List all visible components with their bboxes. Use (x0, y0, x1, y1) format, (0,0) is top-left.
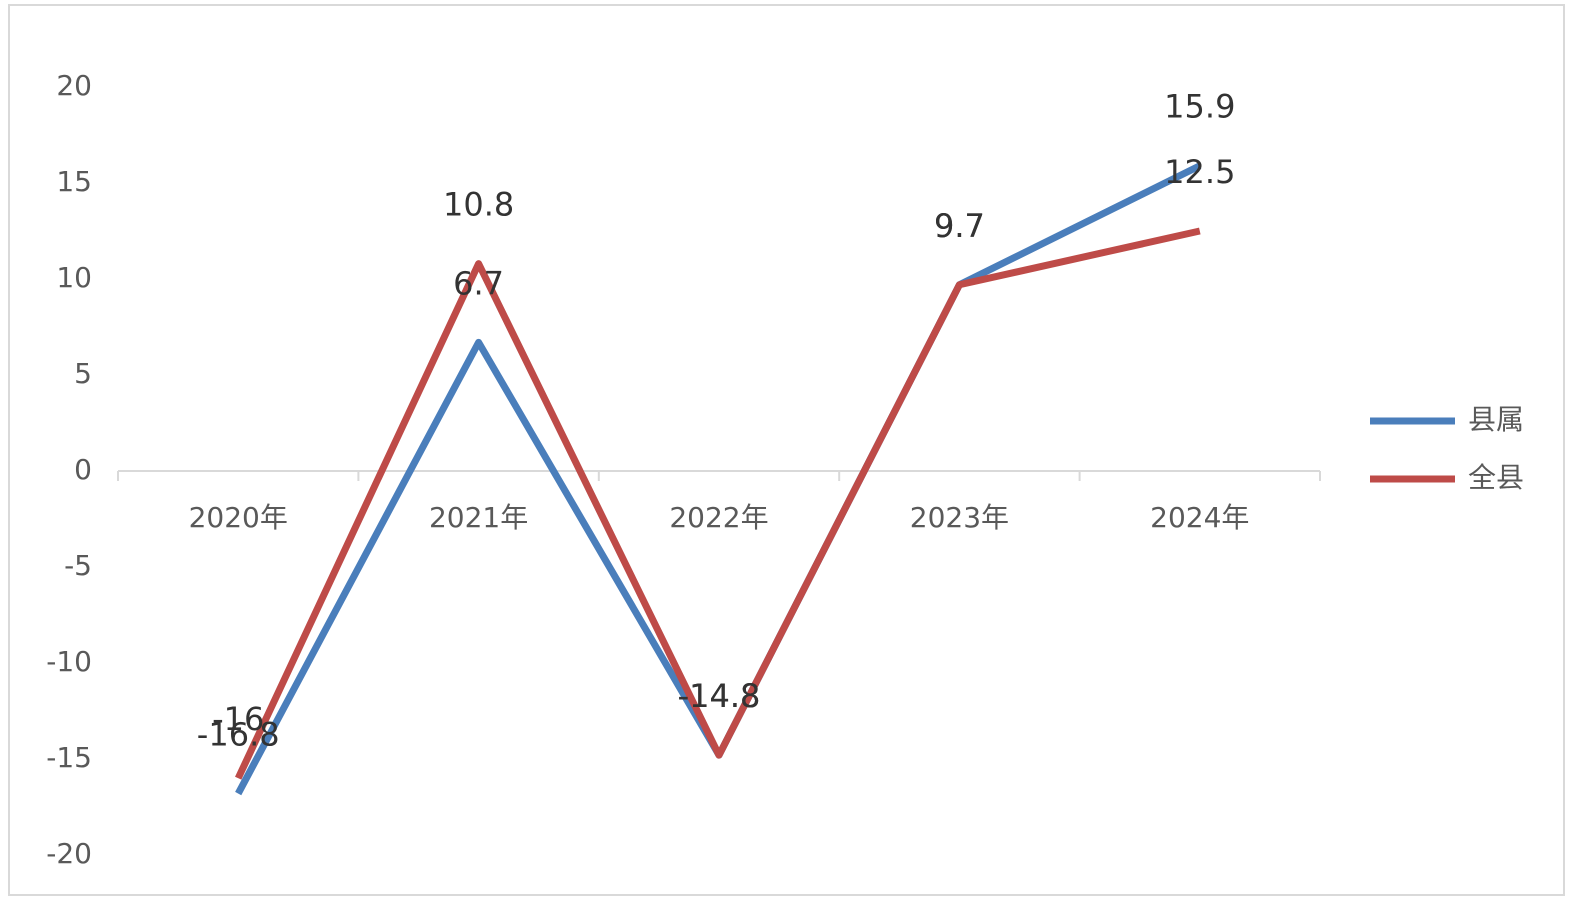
data-label: 6.7 (453, 264, 504, 302)
data-label: -14.8 (678, 677, 761, 715)
y-tick-label: 20 (56, 69, 92, 102)
legend-label: 县属 (1468, 403, 1524, 436)
chart-border (8, 4, 1565, 896)
y-tick-label: 0 (74, 453, 92, 486)
data-label: -14.8 (678, 677, 761, 715)
data-label: 9.7 (934, 207, 985, 245)
y-tick-label: 10 (56, 261, 92, 294)
x-tick-label: 2022年 (669, 501, 768, 534)
data-label: 15.9 (1164, 88, 1235, 126)
series-line (235, 227, 1201, 780)
y-tick-label: -15 (46, 741, 92, 774)
x-tick-label: 2024年 (1150, 501, 1249, 534)
y-tick-label: -5 (64, 549, 92, 582)
y-tick-label: -10 (46, 645, 92, 678)
x-tick-label: 2021年 (429, 501, 528, 534)
y-tick-label: 15 (56, 165, 92, 198)
x-tick-label: 2020年 (189, 501, 288, 534)
data-label: -16 (212, 700, 264, 738)
data-label: 10.8 (443, 186, 514, 224)
data-label: 9.7 (934, 207, 985, 245)
y-tick-label: -20 (46, 837, 92, 870)
legend-label: 全县 (1468, 461, 1524, 494)
data-label: -16.8 (197, 716, 280, 754)
data-label: 12.5 (1164, 153, 1235, 191)
x-tick-label: 2023年 (910, 501, 1009, 534)
y-tick-label: 5 (74, 357, 92, 390)
